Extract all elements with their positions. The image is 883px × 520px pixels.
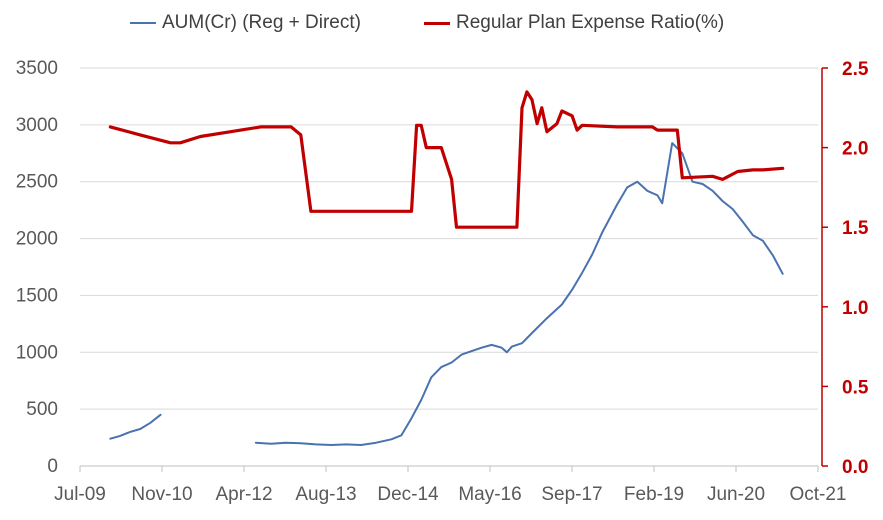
y-left-tick-label: 3500 [16,58,58,79]
y-left-tick-label: 1500 [16,285,58,306]
y-right-tick-label: 0.0 [842,457,868,478]
y-left-tick-label: 0 [47,456,58,477]
series-line-aum [109,413,162,440]
legend-swatch-aum [130,22,156,24]
y-right-tick-label: 0.5 [842,377,869,398]
x-tick-label: Sep-17 [541,484,602,505]
legend-label-aum: AUM(Cr) (Reg + Direct) [162,12,361,33]
legend: AUM(Cr) (Reg + Direct) Regular Plan Expe… [0,12,883,42]
y-right-tick-label: 2.5 [842,59,869,80]
y-right-tick-label: 1.0 [842,298,868,319]
legend-label-expense-ratio: Regular Plan Expense Ratio(%) [456,12,725,33]
series-line-expense-ratio [108,90,785,229]
x-tick-label: Jun-20 [707,484,765,505]
x-tick-label: Apr-12 [215,484,272,505]
y-left-tick-label: 3000 [16,115,58,136]
x-tick-label: Jul-09 [54,484,106,505]
legend-swatch-expense-ratio [424,21,450,25]
y-left-tick-label: 2000 [16,229,58,250]
legend-item-expense-ratio: Regular Plan Expense Ratio(%) [424,12,724,34]
x-tick-label: Nov-10 [131,484,192,505]
legend-item-aum: AUM(Cr) (Reg + Direct) [130,12,361,34]
x-tick-label: Feb-19 [624,484,684,505]
y-right-tick-label: 2.0 [842,139,868,160]
x-tick-label: Oct-21 [789,484,846,505]
x-tick-label: Aug-13 [295,484,356,505]
x-tick-label: Dec-14 [377,484,439,505]
y-left-tick-label: 500 [26,399,58,420]
y-left-tick-label: 2500 [16,172,58,193]
series-line-aum [254,142,784,446]
y-right-tick-label: 1.5 [842,218,869,239]
y-left-tick-label: 1000 [16,342,58,363]
x-tick-label: May-16 [458,484,521,505]
